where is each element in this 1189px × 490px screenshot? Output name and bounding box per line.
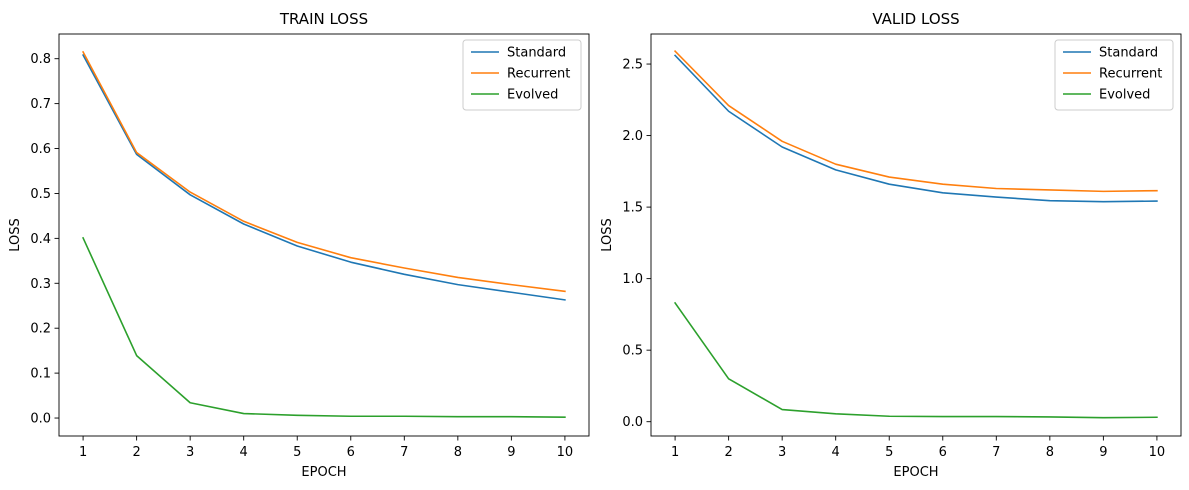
x-tick-label: 5 <box>293 445 301 460</box>
x-tick-label: 7 <box>400 445 408 460</box>
y-tick-label: 1.0 <box>622 272 643 287</box>
y-tick-label: 1.5 <box>622 201 643 216</box>
y-tick-label: 0.6 <box>30 142 51 157</box>
chart-1: 1 2 3 4 5 6 7 8 9 10 0.0 0.1 0.2 0.3 0.4 0.5 0.6 0.7 0.8 TR… <box>8 10 590 480</box>
y-tick-label: 0.5 <box>622 344 643 359</box>
x-tick-label: 7 <box>992 445 1000 460</box>
plot-frame <box>58 33 590 437</box>
legend-label-standard: Standard <box>507 46 566 61</box>
y-tick-label: 0.0 <box>622 415 643 430</box>
series-line-evolved <box>82 236 566 418</box>
y-tick-label: 2.5 <box>622 58 643 73</box>
y-axis-label: LOSS <box>600 218 615 252</box>
chart-2: 1 2 3 4 5 6 7 8 9 10 0.0 0.5 1.0 1.5 2.0 2.5 VALID LOSS E… <box>600 10 1182 480</box>
y-tick-label: 0.7 <box>30 97 51 112</box>
x-tick-label: 1 <box>671 445 679 460</box>
chart-title: TRAIN LOSS <box>279 10 368 28</box>
series-line-standard <box>673 54 1158 203</box>
plot-frame <box>650 33 1182 437</box>
series-line-standard <box>82 54 566 301</box>
x-tick-label: 4 <box>240 445 248 460</box>
y-tick-label: 0.2 <box>30 322 51 337</box>
y-tick-label: 0.8 <box>30 52 51 67</box>
x-tick-label: 8 <box>454 445 462 460</box>
y-axis-label: LOSS <box>8 218 23 252</box>
x-axis-label: EPOCH <box>301 465 346 480</box>
legend-label-recurrent: Recurrent <box>1099 67 1162 82</box>
x-axis-label: EPOCH <box>893 465 938 480</box>
legend-label-standard: Standard <box>1099 46 1158 61</box>
x-tick-label: 8 <box>1046 445 1054 460</box>
legend-box <box>462 39 582 111</box>
legend-label-evolved: Evolved <box>1099 88 1150 103</box>
y-tick-label: 2.0 <box>622 129 643 144</box>
series-line-evolved <box>673 301 1158 419</box>
x-tick-label: 1 <box>79 445 87 460</box>
x-tick-label: 4 <box>832 445 840 460</box>
legend-label-recurrent: Recurrent <box>507 67 570 82</box>
y-tick-label: 0.1 <box>30 367 51 382</box>
x-tick-label: 10 <box>1149 445 1166 460</box>
legend: Standard Recurrent Evolved <box>462 39 582 111</box>
x-tick-label: 9 <box>507 445 515 460</box>
x-tick-label: 10 <box>557 445 574 460</box>
x-tick-label: 2 <box>132 445 140 460</box>
y-tick-label: 0.0 <box>30 412 51 427</box>
x-tick-label: 6 <box>939 445 947 460</box>
y-tick-label: 0.3 <box>30 277 51 292</box>
legend-label-evolved: Evolved <box>507 88 558 103</box>
x-tick-label: 3 <box>778 445 786 460</box>
x-tick-label: 3 <box>186 445 194 460</box>
legend-box <box>1054 39 1174 111</box>
legend: Standard Recurrent Evolved <box>1054 39 1174 111</box>
y-tick-label: 0.5 <box>30 187 51 202</box>
x-tick-label: 9 <box>1099 445 1107 460</box>
chart-title: VALID LOSS <box>872 10 959 28</box>
series-line-recurrent <box>673 50 1158 193</box>
y-tick-label: 0.4 <box>30 232 51 247</box>
x-tick-label: 6 <box>347 445 355 460</box>
x-tick-label: 2 <box>724 445 732 460</box>
series-line-recurrent <box>82 50 566 293</box>
x-tick-label: 5 <box>885 445 893 460</box>
